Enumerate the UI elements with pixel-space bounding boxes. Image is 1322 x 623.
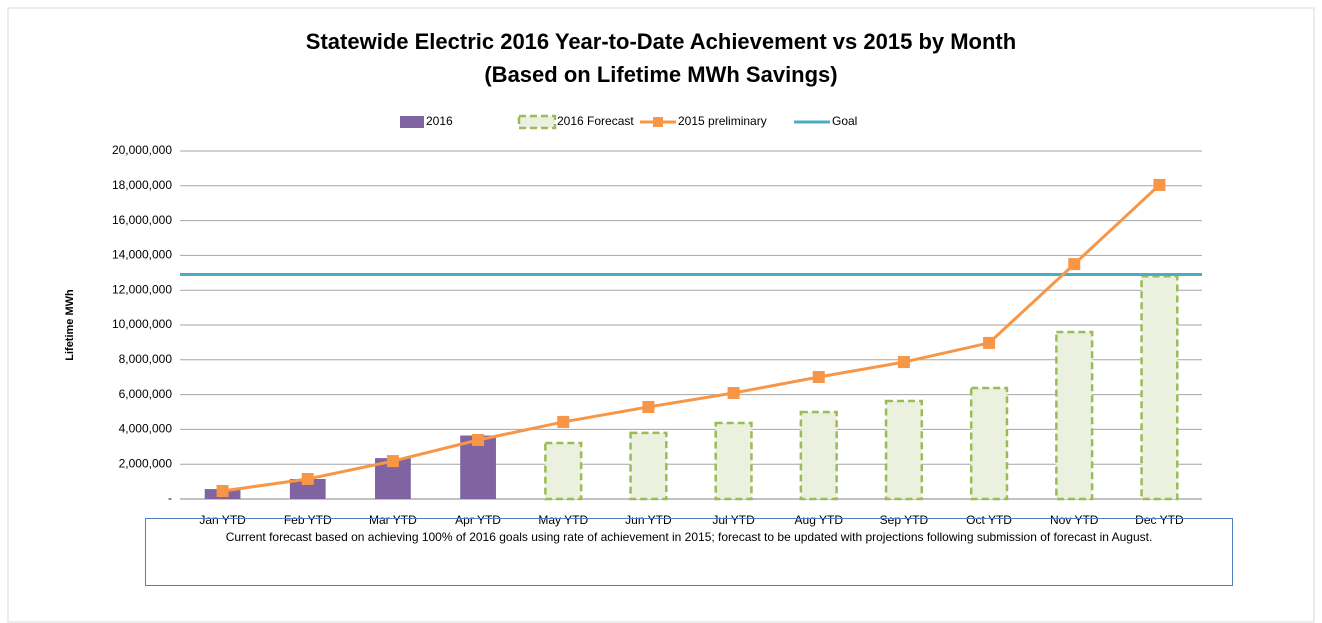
chart-border xyxy=(7,7,1315,623)
y-tick-label: 6,000,000 xyxy=(119,387,173,401)
bar xyxy=(289,478,326,499)
marker xyxy=(1068,258,1081,271)
marker xyxy=(897,356,910,369)
y-tick-label: 20,000,000 xyxy=(112,143,172,157)
forecast-bar xyxy=(714,421,753,501)
legend-swatch xyxy=(400,116,424,128)
legend-label: 2016 xyxy=(426,114,453,128)
x-tick-label: Jun YTD xyxy=(625,513,672,527)
legend-label: 2016 Forecast xyxy=(557,114,634,128)
x-tick-label: Sep YTD xyxy=(880,513,929,527)
x-tick-label: May YTD xyxy=(538,513,588,527)
y-tick-label: 8,000,000 xyxy=(119,352,173,366)
legend-label: Goal xyxy=(832,114,857,128)
marker xyxy=(642,400,655,413)
line xyxy=(222,183,1161,493)
legend-swatch xyxy=(517,114,557,130)
y-tick-label: - xyxy=(168,491,172,505)
marker xyxy=(1153,178,1166,191)
forecast-bar xyxy=(629,431,668,501)
x-tick-label: Oct YTD xyxy=(966,513,1012,527)
marker xyxy=(386,455,399,468)
chart-title: Statewide Electric 2016 Year-to-Date Ach… xyxy=(306,29,1016,54)
bar xyxy=(460,435,496,499)
marker xyxy=(812,371,825,384)
legend-label: 2015 preliminary xyxy=(678,114,767,128)
marker xyxy=(983,336,996,349)
y-axis-label: Lifetime MWh xyxy=(64,289,76,361)
x-tick-label: Jan YTD xyxy=(199,513,246,527)
forecast-bar xyxy=(884,399,924,501)
marker xyxy=(216,484,229,497)
forecast-bar xyxy=(969,386,1009,501)
x-tick-label: Jul YTD xyxy=(712,513,755,527)
forecast-bar xyxy=(1055,330,1094,501)
forecast-bar xyxy=(799,410,838,501)
x-tick-label: Nov YTD xyxy=(1050,513,1099,527)
forecast-bar xyxy=(544,441,583,501)
forecast-bar xyxy=(1140,275,1179,501)
marker xyxy=(472,434,485,447)
chart-subtitle: (Based on Lifetime MWh Savings) xyxy=(484,62,837,87)
y-tick-label: 10,000,000 xyxy=(112,317,172,331)
x-tick-label: Aug YTD xyxy=(795,513,844,527)
marker xyxy=(557,415,570,428)
legend-swatch xyxy=(653,117,663,127)
x-tick-label: Mar YTD xyxy=(369,513,417,527)
y-tick-label: 14,000,000 xyxy=(112,248,172,262)
y-tick-label: 2,000,000 xyxy=(119,456,173,470)
marker xyxy=(727,387,740,400)
y-tick-label: 18,000,000 xyxy=(112,178,172,192)
x-tick-label: Dec YTD xyxy=(1135,513,1184,527)
x-tick-label: Apr YTD xyxy=(455,513,501,527)
marker xyxy=(301,472,314,485)
y-tick-label: 12,000,000 xyxy=(112,282,172,296)
note: Current forecast based on achieving 100%… xyxy=(145,518,1233,586)
y-tick-label: 16,000,000 xyxy=(112,213,172,227)
y-tick-label: 4,000,000 xyxy=(119,422,173,436)
x-tick-label: Feb YTD xyxy=(284,513,332,527)
